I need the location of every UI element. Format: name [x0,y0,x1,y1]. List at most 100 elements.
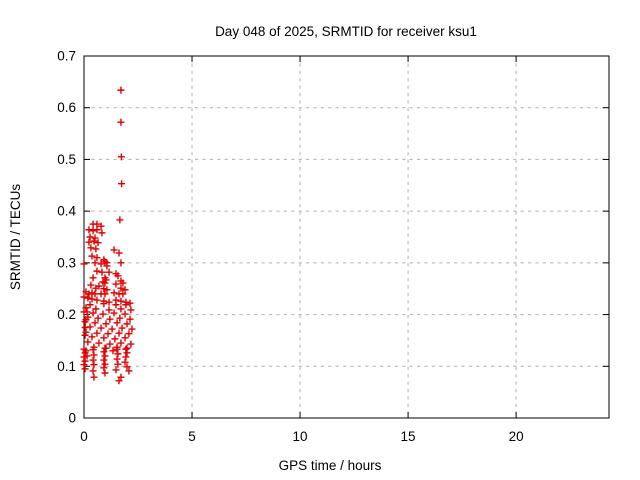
scatter-point-plus [127,306,135,314]
scatter-point-plus [101,360,109,368]
scatter-point-plus [91,290,99,298]
scatter-point-plus [85,226,93,234]
scatter-point-plus [121,310,129,318]
scatter-point-plus [110,309,118,317]
scatter-point-plus [86,233,94,241]
scatter-point-plus [111,335,119,343]
scatter-point-plus [88,333,96,341]
scatter-point-plus [109,347,117,355]
scatter-point-plus [80,293,88,301]
scatter-point-plus [82,347,90,355]
scatter-point-plus [102,320,110,328]
x-tick-label: 5 [188,429,196,444]
scatter-point-plus [92,305,100,313]
scatter-point-plus [90,361,98,369]
scatter-point-plus [110,289,118,297]
scatter-point-plus [85,238,93,246]
scatter-point-plus [93,329,101,337]
scatter-point-plus [93,296,101,304]
scatter-point-plus [83,352,91,360]
scatter-point-plus [112,280,120,288]
y-tick-label: 0.5 [57,152,76,167]
scatter-point-plus [100,364,108,372]
scatter-point-plus [100,300,108,308]
scatter-point-plus [88,295,96,303]
scatter-point-plus [126,315,134,323]
scatter-point-plus [99,310,107,318]
y-axis-label: SRMTID / TECUs [8,184,23,291]
scatter-point-plus [114,360,122,368]
y-tick-label: 0.7 [57,49,76,64]
scatter-point-plus [126,299,134,307]
scatter-point-plus [118,180,126,188]
scatter-point-plus [117,373,125,381]
scatter-point-plus [114,350,122,358]
scatter-point-plus [90,237,98,245]
y-tick-label: 0.1 [57,359,76,374]
y-tick-label: 0.2 [57,307,76,322]
scatter-point-plus [112,366,120,374]
scatter-point-plus [83,308,91,316]
data-points [80,86,136,385]
scatter-point-plus [128,325,136,333]
scatter-point-plus [119,290,127,298]
scatter-point-plus [80,361,88,369]
scatter-point-plus [93,226,101,234]
scatter-point-plus [115,329,123,337]
scatter-point-plus [81,357,89,365]
scatter-point-plus [103,286,111,294]
scatter-point-plus [87,244,95,252]
scatter-point-plus [101,369,109,377]
scatter-point-plus [125,330,133,338]
scatter-point-plus [93,267,101,275]
scatter-point-plus [101,352,109,360]
chart-title: Day 048 of 2025, SRMTID for receiver ksu… [215,24,477,39]
scatter-point-plus [100,348,108,356]
scatter-point-plus [115,249,123,257]
y-tick-label: 0.3 [57,255,76,270]
scatter-point-plus [105,268,113,276]
scatter-point-plus [86,301,94,309]
scatter-point-plus [100,334,108,342]
scatter-point-plus [113,345,121,353]
scatter-point-plus [90,351,98,359]
scatter-point-plus [84,294,92,302]
scatter-point-plus [92,284,100,292]
scatter-point-plus [117,339,125,347]
x-tick-label: 10 [293,429,308,444]
scatter-point-plus [94,314,102,322]
scatter-point-plus [106,315,114,323]
y-tick-label: 0.6 [57,100,76,115]
scatter-point-plus [91,234,99,242]
scatter-point-plus [122,353,130,361]
scatter-point-plus [123,349,131,357]
scatter-point-plus [114,272,122,280]
scatter-point-plus [101,344,109,352]
scatter-point-plus [121,334,129,342]
x-axis-label: GPS time / hours [279,458,382,473]
scatter-point-plus [98,268,106,276]
scatter-point-plus [90,373,98,381]
scatter-point-plus [103,262,111,270]
scatter-point-plus [81,324,89,331]
scatter-point-plus [117,297,125,305]
scatter-point-plus [105,306,113,314]
x-tick-label: 0 [80,429,88,444]
scatter-point-plus [91,259,99,267]
x-tick-label: 15 [401,429,416,444]
scatter-point-plus [104,330,112,338]
scatter-point-plus [115,377,123,385]
tick-labels: 0 5 10 15 20 0 0.1 0.2 0.3 0.4 0.5 0.6 0.7 [57,49,523,445]
scatter-point-plus [123,363,131,371]
scatter-point-plus [87,281,95,289]
scatter-point-plus [117,153,125,161]
scatter-point-plus [125,367,133,375]
scatter-point-plus [105,298,113,306]
scatter-point-plus [122,301,130,309]
scatter-point-plus [117,118,125,126]
scatter-point-plus [117,259,125,267]
axis-ticks [83,55,609,419]
scatter-point-plus [112,301,120,309]
